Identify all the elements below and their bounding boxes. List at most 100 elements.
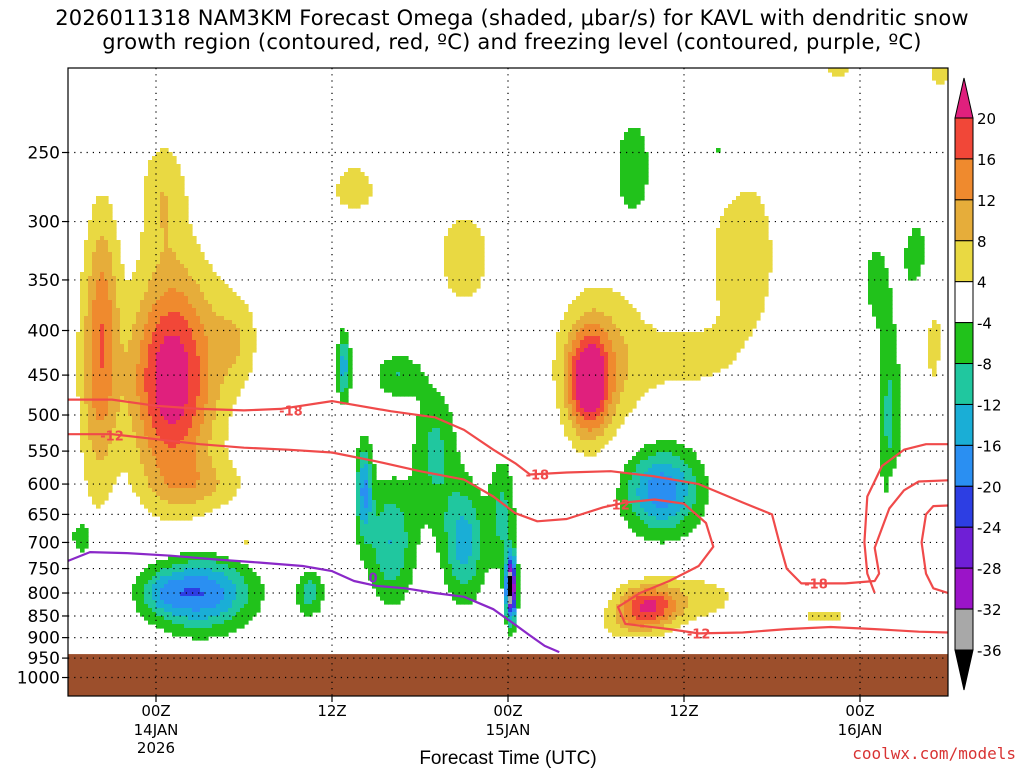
omega-cell <box>140 432 145 437</box>
omega-cell <box>180 248 185 253</box>
omega-cell <box>152 356 157 361</box>
omega-cell <box>648 360 653 365</box>
omega-cell <box>624 368 629 373</box>
omega-cell <box>560 416 565 421</box>
omega-cell <box>172 164 177 169</box>
omega-cell <box>628 324 633 329</box>
omega-cell <box>84 256 89 261</box>
omega-cell <box>584 360 589 365</box>
omega-cell <box>116 292 121 297</box>
omega-cell <box>732 216 737 221</box>
omega-cell <box>160 176 165 181</box>
omega-cell <box>220 464 225 469</box>
omega-cell <box>744 232 749 237</box>
omega-cell <box>724 288 729 293</box>
omega-cell <box>892 448 897 453</box>
omega-cell <box>728 224 733 229</box>
omega-cell <box>608 396 613 401</box>
omega-cell <box>884 388 889 393</box>
omega-cell <box>888 436 893 441</box>
omega-cell <box>560 320 565 325</box>
omega-cell <box>196 316 201 321</box>
omega-cell <box>172 212 177 217</box>
omega-cell <box>400 368 405 373</box>
omega-cell <box>192 292 197 297</box>
omega-cell <box>584 336 589 341</box>
omega-cell <box>196 320 201 325</box>
omega-cell <box>448 272 453 277</box>
omega-cell <box>152 164 157 169</box>
omega-cell <box>720 340 725 345</box>
omega-cell <box>148 364 153 369</box>
omega-cell <box>196 364 201 369</box>
omega-cell <box>80 444 85 449</box>
omega-cell <box>116 360 121 365</box>
omega-cell <box>744 208 749 213</box>
omega-cell <box>756 312 761 317</box>
omega-cell <box>164 208 169 213</box>
omega-cell <box>116 396 121 401</box>
omega-cell <box>720 356 725 361</box>
omega-cell <box>624 408 629 413</box>
omega-cell <box>164 372 169 377</box>
omega-cell <box>672 332 677 337</box>
omega-cell <box>760 256 765 261</box>
omega-cell <box>888 396 893 401</box>
omega-cell <box>752 204 757 209</box>
omega-cell <box>676 360 681 365</box>
omega-cell <box>416 380 421 385</box>
omega-cell <box>648 380 653 385</box>
omega-cell <box>388 376 393 381</box>
omega-cell <box>192 384 197 389</box>
omega-cell <box>176 296 181 301</box>
omega-cell <box>636 312 641 317</box>
omega-cell <box>576 380 581 385</box>
omega-cell <box>384 376 389 381</box>
omega-cell <box>668 356 673 361</box>
omega-cell <box>184 268 189 273</box>
omega-cell <box>608 356 613 361</box>
omega-cell <box>616 308 621 313</box>
omega-cell <box>112 376 117 381</box>
omega-cell <box>424 452 429 457</box>
omega-cell <box>192 352 197 357</box>
omega-cell <box>624 364 629 369</box>
omega-cell <box>628 200 633 205</box>
omega-cell <box>728 324 733 329</box>
omega-cell <box>184 272 189 277</box>
omega-cell <box>152 360 157 365</box>
omega-cell <box>740 196 745 201</box>
omega-cell <box>608 420 613 425</box>
omega-cell <box>172 312 177 317</box>
omega-cell <box>168 428 173 433</box>
omega-cell <box>208 428 213 433</box>
omega-cell <box>416 388 421 393</box>
omega-cell <box>220 376 225 381</box>
omega-cell <box>764 276 769 281</box>
omega-cell <box>404 376 409 381</box>
omega-cell <box>80 448 85 453</box>
omega-cell <box>588 416 593 421</box>
omega-cell <box>92 324 97 329</box>
omega-cell <box>700 364 705 369</box>
omega-cell <box>744 196 749 201</box>
omega-cell <box>140 392 145 397</box>
omega-cell <box>200 388 205 393</box>
omega-cell <box>92 232 97 237</box>
omega-cell <box>348 184 353 189</box>
omega-cell <box>212 376 217 381</box>
omega-cell <box>876 320 881 325</box>
omega-cell <box>896 404 901 409</box>
omega-cell <box>156 204 161 209</box>
omega-cell <box>592 356 597 361</box>
omega-cell <box>132 384 137 389</box>
omega-cell <box>172 208 177 213</box>
omega-cell <box>620 176 625 181</box>
omega-cell <box>108 444 113 449</box>
omega-cell <box>920 260 925 265</box>
omega-cell <box>648 456 653 461</box>
omega-cell <box>156 380 161 385</box>
omega-cell <box>444 240 449 245</box>
omega-cell <box>364 436 369 441</box>
omega-cell <box>164 188 169 193</box>
